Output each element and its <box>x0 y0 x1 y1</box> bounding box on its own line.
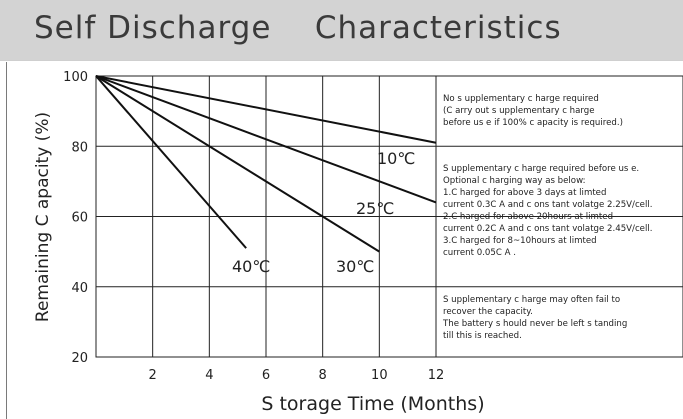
y-axis-label: Remaining C apacity (%) <box>33 112 53 322</box>
annotation-zone1: (C arry out s upplementary c harge <box>443 106 595 116</box>
series-line <box>95 75 437 144</box>
series-line <box>95 75 380 253</box>
page-title: Self Discharge Characteristics <box>34 10 562 46</box>
annotation-zone2: Optional c harging way as below: <box>443 176 586 186</box>
grid <box>95 75 683 358</box>
annotations: No s upplementary c harge required (C arr… <box>442 94 652 341</box>
y-tick-label: 80 <box>71 140 88 155</box>
series-label: 10℃ <box>377 149 415 168</box>
x-axis-label: S torage Time (Months) <box>261 393 484 415</box>
series-label: 40℃ <box>232 257 270 276</box>
y-tick-label: 60 <box>71 211 88 226</box>
x-tick-label: 8 <box>319 368 327 383</box>
series-line <box>95 75 437 204</box>
y-tick-label: 20 <box>71 351 88 366</box>
y-tick-label: 40 <box>71 281 88 296</box>
series-labels: 10℃ 25℃ 30℃ 40℃ <box>232 149 415 276</box>
x-tick-label: 2 <box>149 368 157 383</box>
annotation-zone2: 3.C harged for 8~10hours at limted <box>443 236 597 246</box>
annotation-zone1: before us e if 100% c apacity is require… <box>443 118 623 128</box>
x-tick-label: 12 <box>428 368 445 383</box>
annotation-zone3: till this is reached. <box>443 331 522 341</box>
left-border <box>6 62 7 419</box>
series-lines <box>95 75 437 253</box>
annotation-zone3: recover the capacity. <box>443 307 533 317</box>
x-tick-label: 6 <box>262 368 270 383</box>
annotation-zone1: No s upplementary c harge required <box>443 94 599 104</box>
annotation-zone2: current 0.2C A and c ons tant volatge 2.… <box>443 224 652 234</box>
annotation-zone3: S upplementary c harge may often fail to <box>443 295 620 305</box>
annotation-zone2: 2.C harged for above 20hours at limted <box>443 212 613 222</box>
annotation-zone3: The battery s hould never be left s tand… <box>442 319 627 329</box>
x-tick-label: 10 <box>371 368 388 383</box>
annotation-zone2: current 0.3C A and c ons tant volatge 2.… <box>443 200 652 210</box>
x-tick-label: 4 <box>205 368 213 383</box>
series-line <box>95 75 247 249</box>
y-tick-label: 100 <box>63 70 88 85</box>
annotation-zone2: 1.C harged for above 3 days at limted <box>443 188 606 198</box>
tick-labels: 2 4 6 8 10 12 100 80 60 40 20 <box>63 70 444 383</box>
series-label: 25℃ <box>356 199 394 218</box>
annotation-zone2: S upplementary c harge required before u… <box>443 164 639 174</box>
header-bar: Self Discharge Characteristics <box>0 0 683 61</box>
series-label: 30℃ <box>336 257 374 276</box>
annotation-zone2: current 0.05C A . <box>443 248 516 258</box>
